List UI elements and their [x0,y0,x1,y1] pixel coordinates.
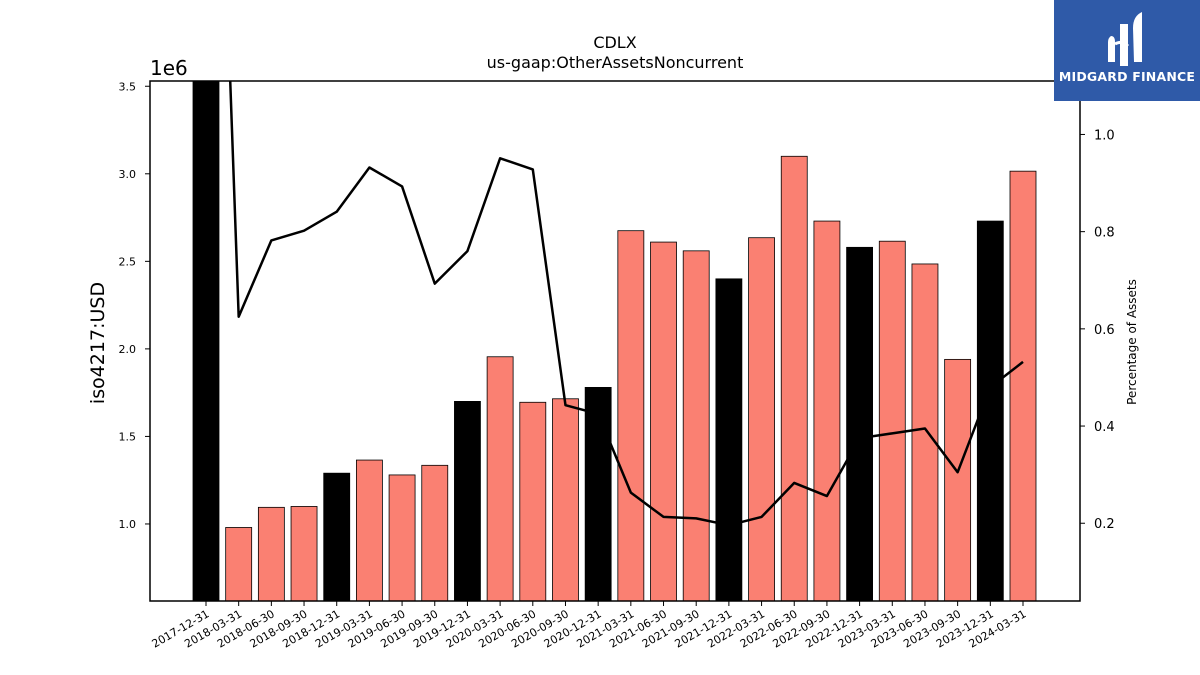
bar-2024-03-31 [1009,170,1037,602]
y-tick-label-1.5: 1.5 [119,430,137,443]
bar-2022-12-31 [846,246,873,602]
bar-2022-09-30 [813,220,841,602]
y2-tick-label-1.0: 1.0 [1094,128,1115,143]
bar-2021-12-31 [715,278,743,602]
bar-2018-12-31 [323,472,351,602]
bar-2022-06-30 [780,155,808,602]
bar-2023-09-30 [944,358,972,602]
y-tick-label-2.0: 2.0 [119,343,137,356]
y-tick-label-2.5: 2.5 [119,255,137,268]
bar-2021-09-30 [682,250,710,602]
bar-2022-03-31 [748,237,775,602]
bar-2021-03-31 [617,230,645,602]
bar-2019-12-31 [454,401,481,602]
y-tick-label-1.0: 1.0 [119,518,137,531]
bar-2021-06-30 [650,241,677,602]
bar-2023-06-30 [911,263,939,602]
bar-2018-03-31 [225,527,253,602]
bar-2018-09-30 [290,506,318,602]
bar-2019-03-31 [355,459,383,602]
y-tick-label-3.5: 3.5 [119,80,137,93]
plot-frame [149,80,1081,602]
bar-2020-06-30 [519,401,547,602]
y2-tick-label-0.2: 0.2 [1094,517,1115,532]
bar-2020-09-30 [552,398,579,602]
chart-title: CDLX [593,33,636,52]
y2-tick-label-0.4: 0.4 [1094,420,1115,435]
y2-tick-label-0.8: 0.8 [1094,226,1115,241]
bar-2017-12-31 [192,80,220,602]
y-tick-label-3.0: 3.0 [119,168,137,181]
percentage-line [228,81,1024,527]
bar-2020-03-31 [486,356,514,602]
y-axis-label: iso4217:USD [87,282,109,404]
y2-axis-label: Percentage of Assets [1125,279,1139,405]
bar-2023-03-31 [878,240,906,602]
chart-subtitle: us-gaap:OtherAssetsNoncurrent [487,53,744,72]
bar-2019-06-30 [388,474,416,602]
bar-2019-09-30 [421,464,449,602]
percentage-line-series [228,81,1024,527]
bar-2020-12-31 [584,386,612,602]
bar-2018-06-30 [257,506,285,602]
logo-name: MIDGARD FINANCE [1058,69,1196,84]
logo-mark-icon [1108,12,1142,66]
y-offset-label: 1e6 [150,56,188,80]
midgard-finance-logo: MIDGARD FINANCE [1054,0,1200,101]
y2-tick-label-0.6: 0.6 [1094,323,1115,338]
bar-series [192,80,1037,602]
